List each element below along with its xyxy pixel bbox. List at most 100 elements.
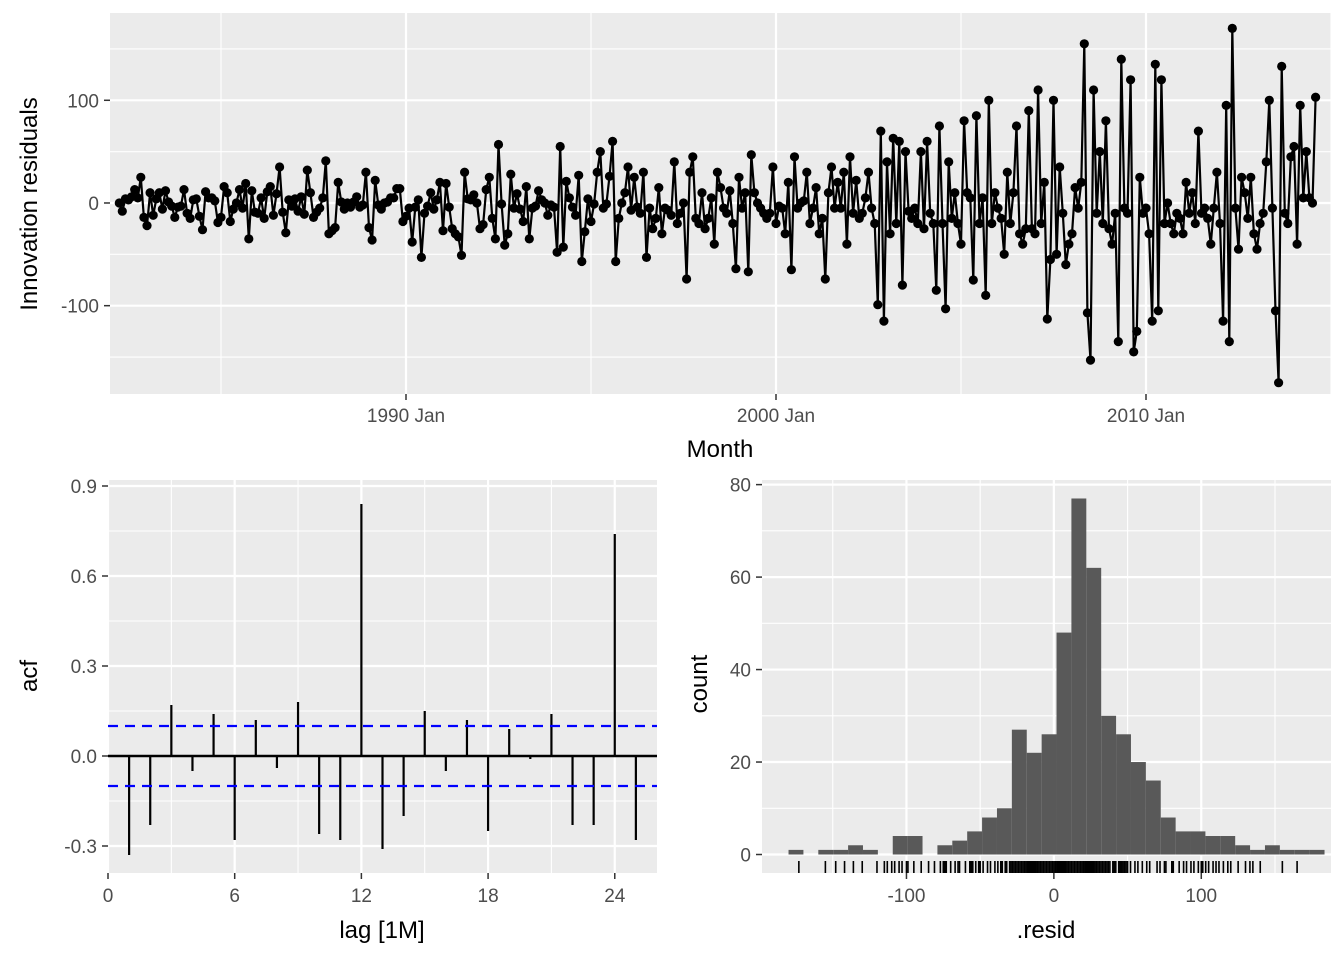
residual-point (1055, 162, 1065, 172)
residual-point (1036, 218, 1046, 229)
residual-point (978, 193, 988, 203)
residual-point (916, 147, 926, 157)
residual-point (191, 194, 201, 204)
residual-point (1209, 203, 1219, 213)
residual-point (734, 172, 744, 182)
histogram-y-axis: 80 60 40 20 0 (730, 476, 762, 867)
residual-point (1277, 61, 1287, 71)
residual-point (944, 157, 954, 167)
residual-point (826, 162, 837, 172)
histogram-bar (996, 808, 1012, 855)
residual-point (592, 167, 602, 177)
y-tick-label: 20 (730, 753, 751, 774)
residual-point (1184, 208, 1194, 218)
residual-point (1240, 188, 1250, 198)
residual-point (996, 213, 1006, 223)
residual-point (857, 208, 867, 218)
residual-point (823, 188, 834, 198)
residual-point (1048, 95, 1059, 105)
histogram-bar (1071, 498, 1087, 855)
residual-point (641, 252, 652, 262)
acf-x-axis: 0 6 12 18 24 (103, 873, 626, 907)
residual-point (413, 195, 423, 205)
residual-point (1203, 213, 1213, 223)
residual-point (1076, 177, 1086, 187)
y-tick-label: 40 (730, 661, 751, 682)
residuals-x-axis-title: Month (687, 436, 754, 463)
residual-point (265, 182, 275, 192)
histogram-bar (1086, 567, 1102, 855)
residual-point (358, 200, 368, 210)
histogram-bar (892, 836, 908, 855)
residual-point (333, 177, 343, 187)
residual-point (1070, 183, 1080, 193)
residual-point (648, 224, 658, 234)
residual-point (947, 213, 957, 223)
residual-point (318, 193, 328, 203)
residual-point (441, 178, 451, 189)
residual-point (275, 162, 285, 172)
residual-point (836, 203, 846, 213)
residual-point (416, 252, 426, 262)
residual-point (1024, 106, 1034, 116)
residual-point (216, 212, 226, 222)
residual-point (512, 189, 522, 199)
residual-point (645, 203, 655, 213)
residual-point (253, 208, 263, 218)
residual-point (1233, 244, 1244, 254)
histogram-rug (798, 861, 1298, 873)
residuals-histogram: 80 60 40 20 0 -100 0 100 .resid count (686, 476, 1331, 944)
residual-point (506, 169, 516, 179)
residual-point (897, 280, 908, 290)
x-tick-label: 18 (478, 886, 499, 907)
y-tick-label: 0.3 (71, 657, 97, 678)
histogram-bar (1309, 849, 1325, 855)
residual-point (577, 256, 587, 267)
residual-point (305, 188, 315, 198)
histogram-bar (1041, 734, 1057, 855)
residual-point (703, 213, 713, 223)
residual-point (1181, 177, 1191, 187)
acf-y-axis: 0.9 0.6 0.3 0.0 -0.3 (64, 477, 108, 858)
residual-point (1200, 203, 1210, 213)
residual-point (820, 274, 830, 284)
residual-point (786, 265, 797, 275)
residual-point (777, 203, 787, 213)
residual-point (247, 186, 257, 196)
residual-point (586, 216, 596, 227)
residual-point (1301, 147, 1311, 157)
residual-point (142, 221, 152, 231)
residual-point (715, 183, 726, 193)
residual-point (931, 285, 941, 295)
residual-point (907, 213, 917, 223)
histogram-bar (1279, 849, 1295, 855)
residual-point (1132, 326, 1142, 336)
residual-point (629, 172, 639, 182)
residual-point (1008, 188, 1019, 198)
residual-point (549, 202, 559, 212)
residual-point (1058, 208, 1068, 218)
residual-point (1104, 224, 1114, 234)
residual-point (534, 186, 544, 196)
residual-point (117, 206, 127, 216)
residuals-x-axis: 1990 Jan 2000 Jan 2010 Jan (367, 394, 1185, 427)
residual-point (1280, 208, 1290, 218)
residual-point (407, 237, 417, 247)
residual-point (469, 190, 479, 200)
residual-point (882, 157, 892, 167)
residual-point (1237, 172, 1247, 182)
residual-point (530, 201, 541, 211)
residual-point (1163, 198, 1173, 208)
residual-point (1147, 316, 1157, 326)
residual-point (867, 203, 877, 213)
residual-point (185, 213, 195, 223)
residual-point (1218, 316, 1228, 326)
residual-point (419, 208, 430, 218)
residual-point (1252, 244, 1262, 254)
residual-point (481, 185, 491, 195)
residual-point (1270, 306, 1281, 316)
residual-point (700, 224, 710, 234)
residual-point (900, 147, 911, 157)
residual-point (1230, 203, 1240, 213)
